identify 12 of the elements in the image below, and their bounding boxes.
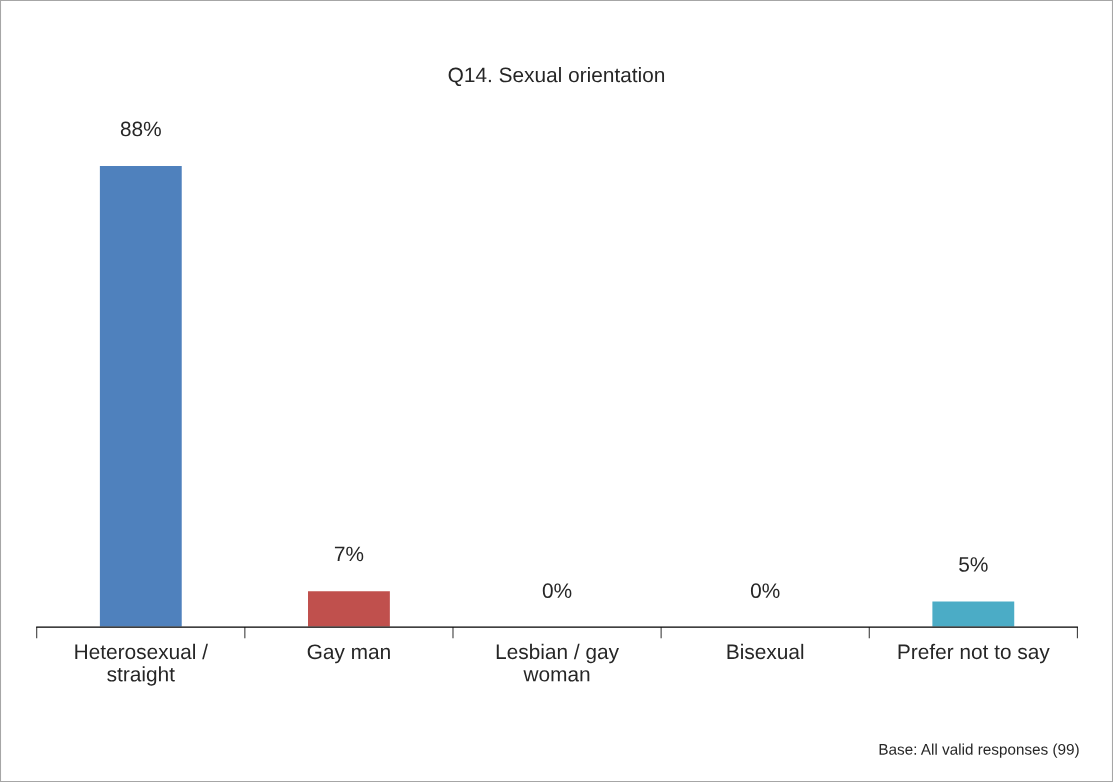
- data-label: 0%: [750, 583, 780, 599]
- data-label: 88%: [120, 121, 161, 137]
- x-tick-label: Bisexual: [727, 643, 804, 660]
- chart-title: Q14. Sexual orientation: [448, 67, 665, 87]
- data-label: 0%: [542, 583, 572, 599]
- data-label: 7%: [334, 546, 364, 562]
- x-tick-label: Gay man: [307, 644, 390, 664]
- x-tick-label: Prefer not to say: [898, 643, 1050, 664]
- text: Base: All valid responses (99): [879, 743, 1079, 758]
- x-tick-label: Lesbian / gay woman: [496, 643, 619, 682]
- data-label: 5%: [959, 557, 988, 572]
- x-tick-label: Heterosexual / straight: [75, 643, 208, 686]
